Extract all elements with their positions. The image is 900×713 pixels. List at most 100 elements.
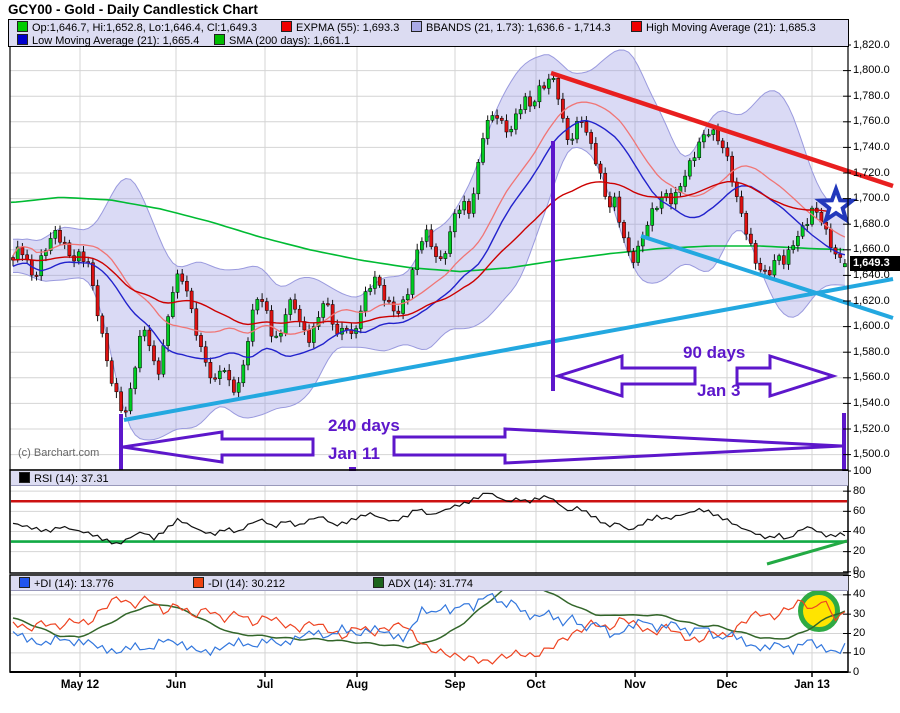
price-axis-label: 1,540.0 — [853, 396, 890, 409]
x-axis-label: Jan 13 — [794, 679, 830, 691]
expma-line — [12, 180, 846, 326]
legend-swatch — [17, 21, 28, 32]
plus-di-line — [12, 592, 846, 657]
barchart-watermark: (c) Barchart.com — [18, 447, 100, 459]
main-legend-bar: Op:1,646.7, Hi:1,652.8, Lo:1,646.4, Cl:1… — [8, 19, 849, 47]
di-grid — [10, 575, 848, 672]
legend-item: Op:1,646.7, Hi:1,652.8, Lo:1,646.4, Cl:1… — [17, 21, 257, 34]
legend-item: SMA (200 days): 1,661.1 — [214, 34, 350, 47]
arrow-90-days-left — [552, 353, 697, 399]
di-axis-label: 0 — [853, 665, 860, 678]
legend-swatch — [373, 577, 384, 588]
legend-item: +DI (14): 13.776 — [19, 577, 114, 590]
rsi-axis-label: 0 — [853, 565, 860, 578]
adx-line — [12, 581, 846, 649]
di-axis-label: 30 — [853, 607, 866, 620]
rsi-panel — [11, 492, 847, 566]
trendlines — [123, 70, 894, 422]
rsi-axis-label: 80 — [853, 484, 866, 497]
price-axis-label: 1,700.0 — [853, 192, 890, 205]
legend-label: ADX (14): 31.774 — [388, 578, 473, 590]
price-axis-label: 1,760.0 — [853, 115, 890, 128]
rsi-green-trendline — [766, 539, 847, 566]
price-axis-label: 1,800.0 — [853, 64, 890, 77]
cyan-uptrend-line — [123, 277, 894, 422]
price-axis-label: 1,620.0 — [853, 294, 890, 307]
legend-swatch — [631, 21, 642, 32]
x-axis-label: Jun — [165, 679, 187, 691]
purple-annotations — [119, 141, 858, 474]
di-axis-label: 20 — [853, 626, 866, 639]
legend-item: -DI (14): 30.212 — [193, 577, 285, 590]
annotation-jan-3: Jan 3 — [697, 381, 741, 400]
legend-label: High Moving Average (21): 1,685.3 — [646, 22, 816, 34]
rsi-axis-label: 40 — [853, 524, 866, 537]
page-title: GCY00 - Gold - Daily Candlestick Chart — [8, 2, 258, 17]
rsi-grid — [10, 470, 848, 573]
rsi-line — [12, 492, 846, 545]
di-axis-label: 40 — [853, 588, 866, 601]
legend-label: Op:1,646.7, Hi:1,652.8, Lo:1,646.4, Cl:1… — [32, 22, 258, 34]
candles — [11, 72, 847, 418]
rsi-axis-label: 100 — [853, 464, 872, 477]
legend-item: EXPMA (55): 1,693.3 — [281, 21, 399, 34]
legend-label: -DI (14): 30.212 — [208, 578, 286, 590]
panel-borders — [9, 44, 851, 677]
x-axis-label: Sep — [444, 679, 466, 691]
legend-item: BBANDS (21, 1.73): 1,636.6 - 1,714.3 — [411, 21, 611, 34]
x-axis-label: Dec — [716, 679, 738, 691]
price-axis-label: 1,500.0 — [853, 448, 890, 461]
x-axis-label: May 12 — [60, 679, 100, 691]
rsi-legend-bar: RSI (14): 37.31 — [11, 471, 848, 486]
price-axis-label: 1,680.0 — [853, 217, 890, 230]
price-axis-label: 1,740.0 — [853, 140, 890, 153]
legend-label: +DI (14): 13.776 — [34, 578, 114, 590]
rsi-axis-label: 20 — [853, 545, 866, 558]
cyan-downtrend-line — [640, 234, 894, 320]
price-axis-label: 1,600.0 — [853, 320, 890, 333]
price-axis-label: 1,580.0 — [853, 345, 890, 358]
last-price-tag: 1,649.3 — [850, 256, 900, 271]
di-panel — [12, 581, 846, 665]
legend-label: Low Moving Average (21): 1,665.4 — [32, 35, 200, 47]
arrow-90-days-right — [735, 353, 838, 399]
legend-swatch — [17, 34, 28, 45]
legend-label: SMA (200 days): 1,661.1 — [229, 35, 351, 47]
x-axis-label: Aug — [345, 679, 369, 691]
price-axis-label: 1,720.0 — [853, 166, 890, 179]
sma200-line — [11, 196, 845, 273]
legend-swatch — [281, 21, 292, 32]
legend-label: BBANDS (21, 1.73): 1,636.6 - 1,714.3 — [426, 22, 611, 34]
legend-swatch — [411, 21, 422, 32]
arrow-240-days-right — [392, 427, 843, 465]
legend-item: ADX (14): 31.774 — [373, 577, 473, 590]
bollinger-band — [12, 49, 845, 441]
main-panel — [11, 49, 847, 441]
di-axis-label: 10 — [853, 646, 866, 659]
legend-label: EXPMA (55): 1,693.3 — [296, 22, 400, 34]
rsi-axis-label: 60 — [853, 504, 866, 517]
price-axis-label: 1,640.0 — [853, 268, 890, 281]
arrow-240-days-left — [122, 430, 315, 464]
price-axis-label: 1,660.0 — [853, 243, 890, 256]
legend-swatch — [214, 34, 225, 45]
annotation-240-days: 240 days — [328, 416, 400, 435]
high-ma-line — [12, 101, 846, 335]
legend-swatch — [193, 577, 204, 588]
di-legend-bar: +DI (14): 13.776 -DI (14): 30.212 ADX (14)… — [11, 576, 848, 591]
x-axis-label: Jul — [256, 679, 274, 691]
x-axis-label: Nov — [624, 679, 646, 691]
di-axis-label: 50 — [853, 569, 866, 581]
highlight-circle — [798, 590, 840, 632]
price-axis-label: 1,780.0 — [853, 89, 890, 102]
legend-item: RSI (14): 37.31 — [19, 472, 109, 485]
x-axis-label: Oct — [526, 679, 546, 691]
price-axis-label: 1,520.0 — [853, 422, 890, 435]
main-grid — [10, 46, 848, 470]
legend-swatch — [19, 577, 30, 588]
annotation-jan-11: Jan 11 — [328, 444, 380, 463]
price-axis-label: 1,820.0 — [853, 38, 890, 51]
legend-swatch — [19, 472, 30, 483]
